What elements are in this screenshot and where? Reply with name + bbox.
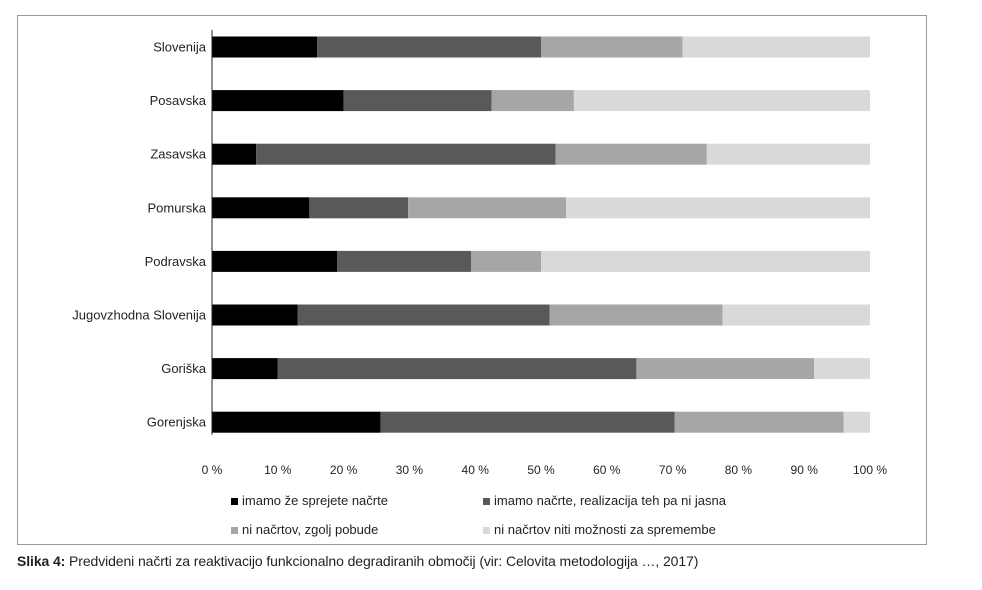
bar-podravska-s1 [212,250,338,272]
bar-goriška-s3 [636,358,815,380]
caption-text: Predvideni načrti za reaktivacijo funkci… [65,553,699,569]
legend-label: ni načrtov niti možnosti za spremembe [494,522,716,537]
legend-label: ni načrtov, zgolj pobude [242,522,378,537]
bar-podravska-s3 [471,250,541,272]
category-label: Pomurska [147,200,206,215]
bar-posavska-s4 [573,90,870,112]
x-tick-label: 0 % [202,463,223,477]
bar-jugovzhodna-slovenija-s4 [722,304,870,326]
category-label: Posavska [150,93,207,108]
category-label: Goriška [161,361,207,376]
bar-posavska-s2 [343,90,492,112]
bar-slovenija-s3 [541,36,683,58]
legend-swatch [231,498,238,505]
category-label: Jugovzhodna Slovenija [72,308,206,323]
x-tick-label: 20 % [330,463,358,477]
category-labels: Slovenija Posavska Zasavska Pomurska Podravs… [72,40,206,430]
bar-podravska-s2 [337,250,472,272]
bar-zasavska-s3 [555,143,707,165]
chart-frame [17,15,927,545]
bar-pomurska-s1 [212,197,310,219]
x-tick-label: 90 % [791,463,819,477]
legend-label: imamo že sprejete načrte [242,493,388,508]
x-tick-label: 60 % [593,463,621,477]
category-label: Zasavska [150,147,206,162]
category-label: Slovenija [153,40,207,55]
bar-gorenjska-s3 [674,411,844,433]
legend: imamo že sprejete načrte imamo načrte, re… [231,493,727,537]
bar-zasavska-s1 [212,143,257,165]
bar-pomurska-s3 [408,197,566,219]
bar-zasavska-s4 [706,143,870,165]
x-tick-label: 10 % [264,463,292,477]
bar-slovenija-s2 [317,36,541,58]
bar-jugovzhodna-slovenija-s3 [549,304,723,326]
bar-goriška-s4 [814,358,870,380]
bar-posavska-s1 [212,90,344,112]
x-tick-label: 40 % [462,463,490,477]
x-tick-label: 70 % [659,463,687,477]
category-label: Podravska [145,254,207,269]
bar-zasavska-s2 [256,143,556,165]
bar-goriška-s2 [277,358,637,380]
bars-group [212,36,870,433]
bar-gorenjska-s2 [380,411,675,433]
bar-goriška-s1 [212,358,278,380]
bar-slovenija-s4 [682,36,870,58]
x-tick-label: 30 % [396,463,424,477]
category-label: Gorenjska [147,415,207,430]
bar-gorenjska-s1 [212,411,381,433]
x-tick-label: 100 % [853,463,887,477]
caption-label: Slika 4: [17,553,66,569]
bar-pomurska-s2 [309,197,409,219]
bar-pomurska-s4 [566,197,870,219]
bar-posavska-s3 [491,90,574,112]
x-tick-label: 80 % [725,463,753,477]
figure-caption: Slika 4: Predvideni načrti za reaktivaci… [17,553,698,569]
bar-jugovzhodna-slovenija-s2 [297,304,550,326]
bar-gorenjska-s4 [843,411,870,433]
legend-swatch [231,527,238,534]
legend-swatch [483,527,490,534]
legend-label: imamo načrte, realizacija teh pa ni jasn… [494,493,727,508]
bar-jugovzhodna-slovenija-s1 [212,304,298,326]
bar-slovenija-s1 [212,36,318,58]
x-axis: 0 % 10 % 20 % 30 % 40 % 50 % 60 % 70 % 80 % 90 % 1… [202,30,887,477]
legend-swatch [483,498,490,505]
x-tick-label: 50 % [527,463,555,477]
bar-podravska-s4 [541,250,870,272]
